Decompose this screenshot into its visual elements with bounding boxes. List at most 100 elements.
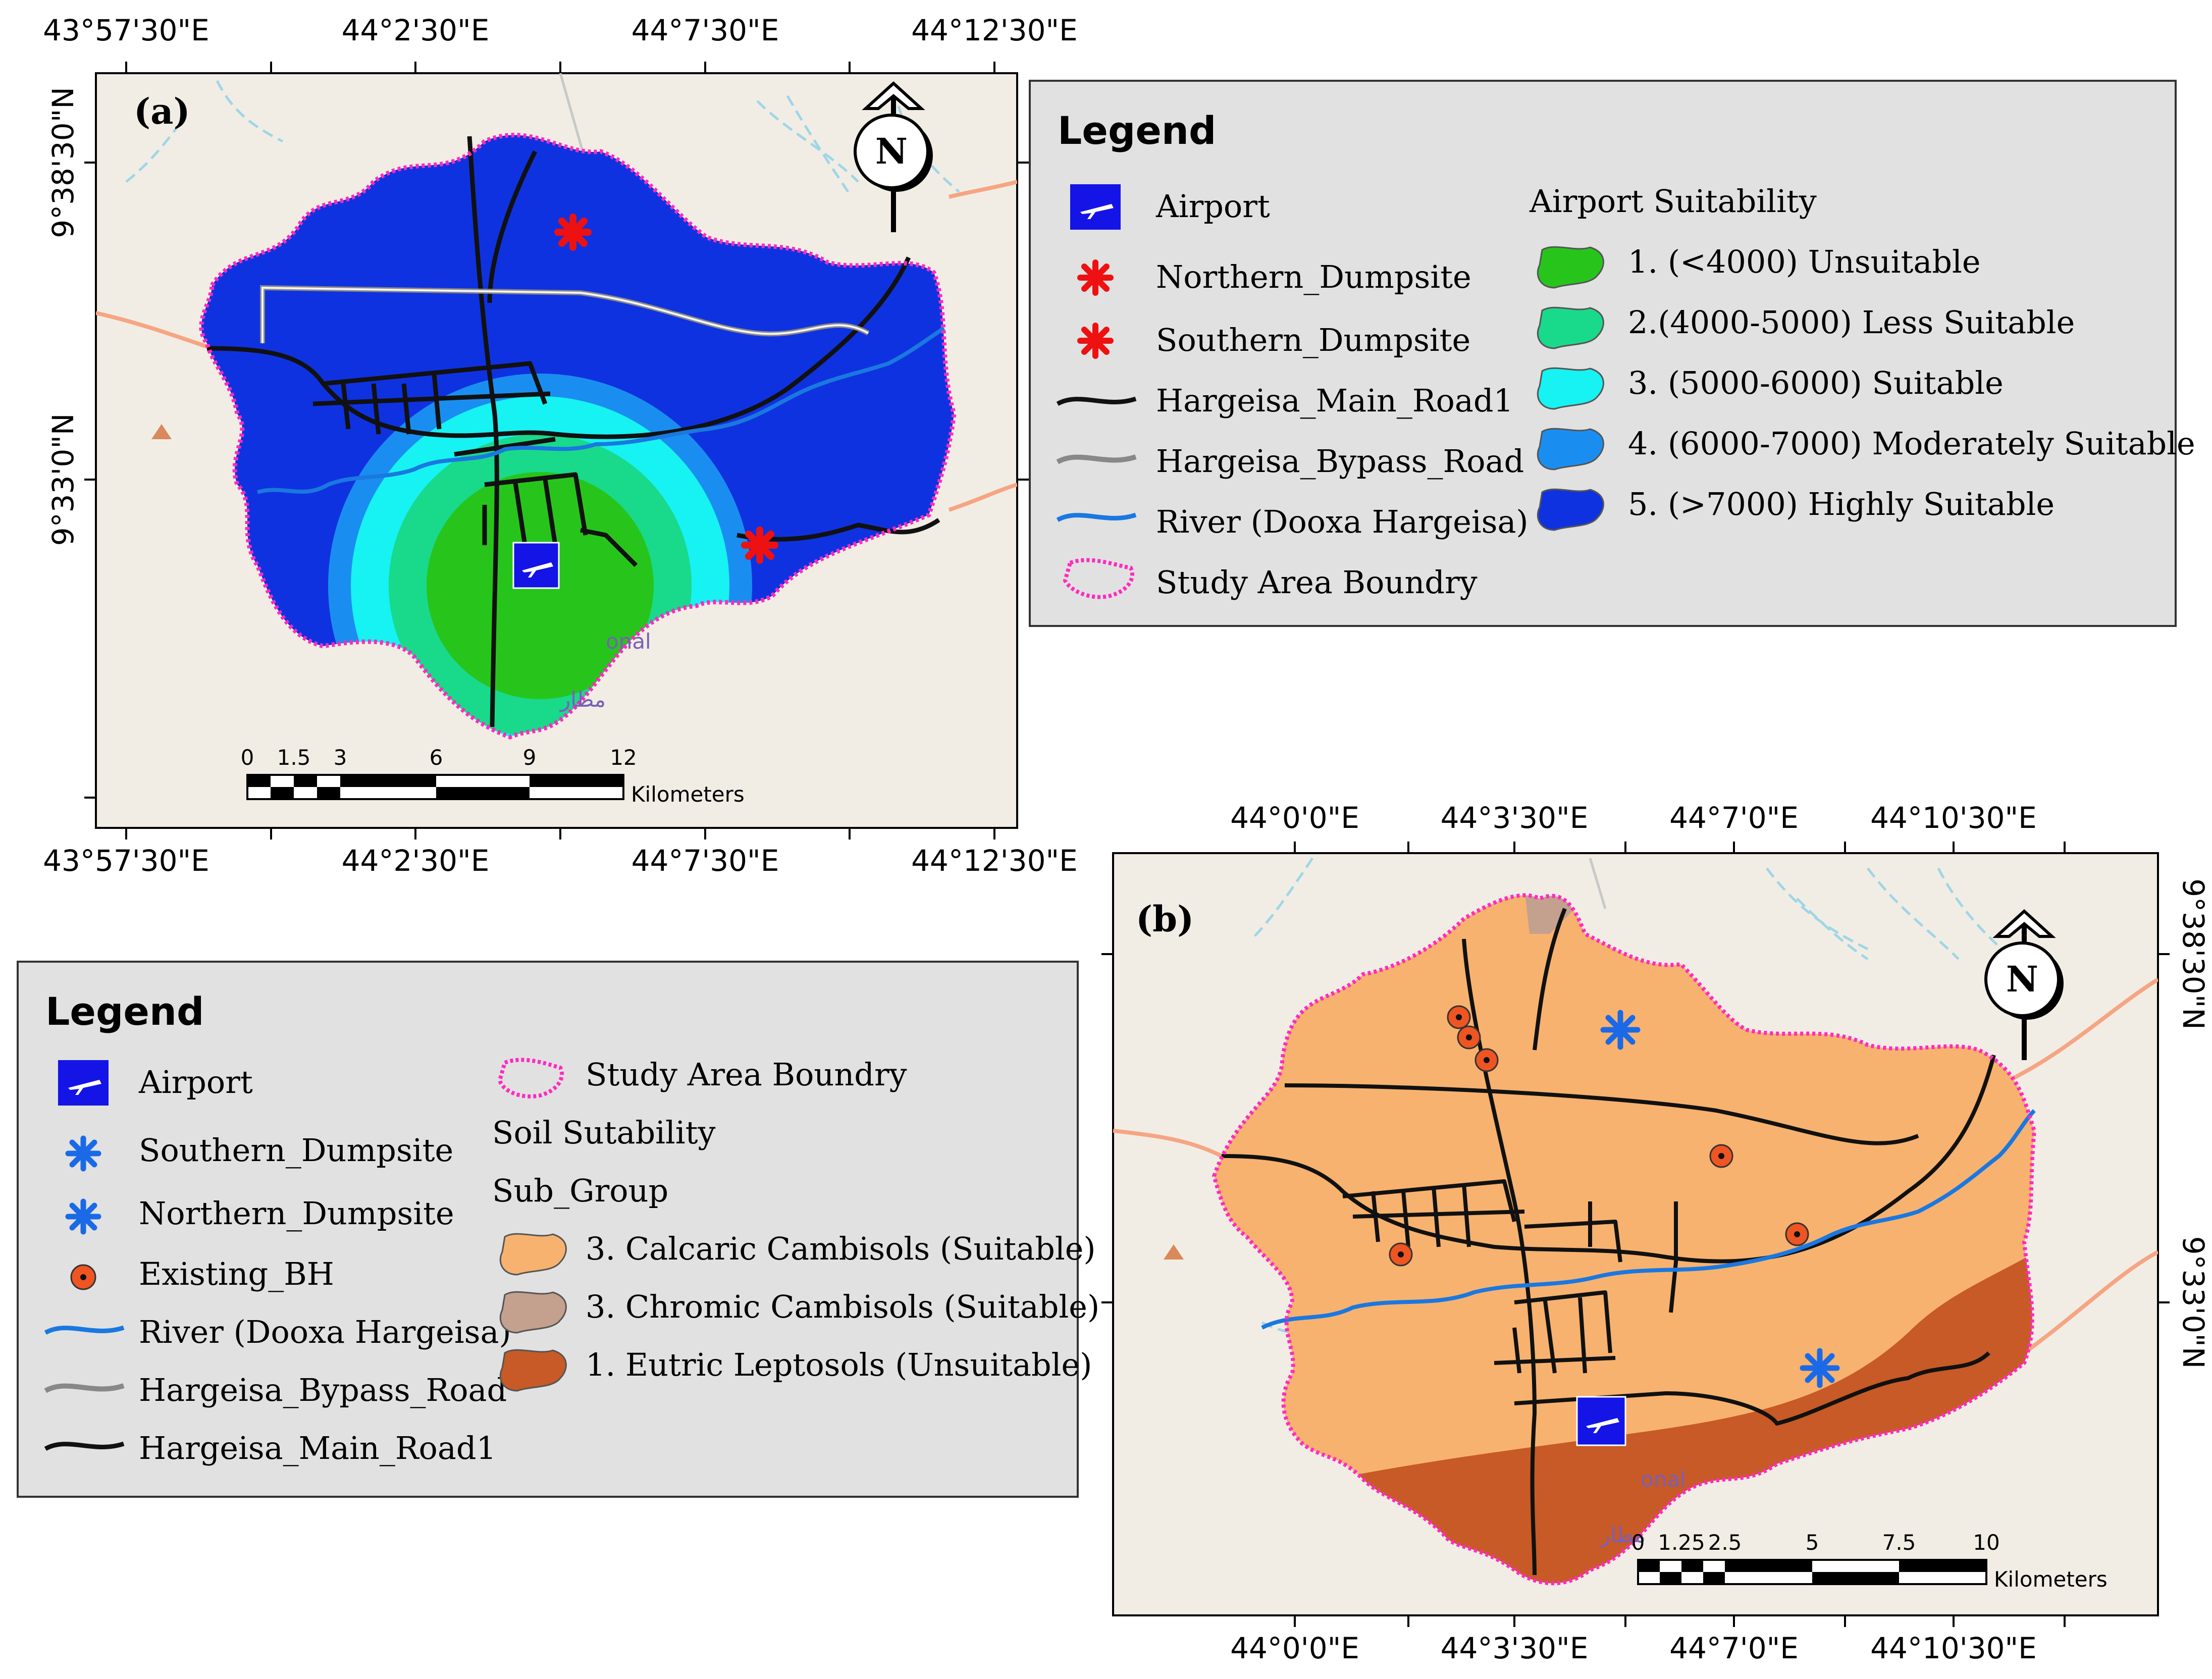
map-a-scale-tick-3: 6 — [430, 745, 443, 770]
legend-a-class-swatch-3 — [1537, 367, 1604, 410]
map-b-borehole-icon — [1389, 1242, 1413, 1267]
legend-a-river-symbol — [1056, 512, 1137, 522]
map-a-study-boundary — [199, 133, 957, 740]
legend-a-class-label-5: 5. (>7000) Highly Suitable — [1628, 486, 2055, 522]
map-b-bottom-lon-2: 44°7'0"E — [1669, 1631, 1799, 1665]
legend-a-item-3: Hargeisa_Main_Road1 — [1156, 382, 1513, 419]
map-a-bottom-lon-0: 43°57'30"E — [43, 844, 209, 878]
map-b-main-roads — [1221, 908, 1996, 1576]
map-b-study-boundary — [1212, 893, 2037, 1586]
map-b-bottom-lon-3: 44°10'30"E — [1870, 1631, 2037, 1665]
map-b-basemap — [1113, 857, 2158, 1355]
map-b-scale-tick-4: 7.5 — [1882, 1530, 1916, 1555]
map-a-top-lon-3: 44°12'30"E — [911, 13, 1078, 47]
legend-b-bypass-road-symbol — [44, 1383, 125, 1393]
map-a-scale-tick-5: 12 — [610, 745, 637, 770]
map-a-scale-tick-0: 0 — [241, 745, 254, 770]
legend-b-class-label-2: 3. Chromic Cambisols (Suitable) — [586, 1288, 1099, 1325]
map-b-scale-bar: 0 1.25 2.5 5 7.5 10 Kilometers — [1631, 1530, 2108, 1592]
map-b-north-letter: N — [2006, 958, 2038, 1000]
legend-a-bypass-road-symbol — [1056, 454, 1137, 464]
map-b-top-lon-1: 44°3'30"E — [1441, 801, 1589, 835]
map-a-graticule-ticks — [84, 62, 1029, 839]
legend-b-title: Legend — [45, 989, 204, 1034]
legend-b-item-5: Hargeisa_Bypass_Road — [139, 1372, 507, 1408]
legend-a-northern-dumpsite-icon — [1077, 259, 1114, 296]
map-a-bottom-lon-1: 44°2'30"E — [342, 844, 490, 878]
map-a-scale-bar: 0 1.5 3 6 9 12 Kilometers — [241, 745, 745, 807]
map-b-northern-dumpsite-icon — [1600, 1010, 1641, 1050]
map-a-scale-tick-4: 9 — [523, 745, 537, 770]
legend-a-southern-dumpsite-icon — [1077, 323, 1114, 359]
legend-b-item-0: Airport — [138, 1064, 253, 1100]
map-b-scale-tick-2: 2.5 — [1708, 1530, 1742, 1555]
legend-b-subgroup-title: Sub_Group — [492, 1172, 668, 1209]
map-a-north-arrow-icon: N — [854, 81, 933, 232]
legend-a-class-swatch-5 — [1537, 488, 1604, 531]
map-b-top-lon-0: 44°0'0"E — [1230, 801, 1359, 835]
legend-b-river-symbol — [44, 1325, 125, 1335]
legend-b-item-1: Southern_Dumpsite — [139, 1132, 453, 1169]
map-b-graticule-ticks — [1101, 842, 2170, 1627]
map-a-scale-tick-1: 1.5 — [277, 745, 311, 770]
map-b-panel-label: (b) — [1136, 898, 1194, 940]
map-b-bottom-lon-0: 44°0'0"E — [1230, 1631, 1359, 1665]
map-b-southern-dumpsite-icon — [1800, 1348, 1840, 1388]
map-b-right-lat-1: 9°33'0"N — [2176, 1236, 2210, 1369]
legend-b-borehole-icon — [70, 1264, 96, 1290]
legend-a-item-6: Study Area Boundry — [1156, 564, 1478, 601]
legend-a-class-swatch-2 — [1537, 306, 1604, 349]
legend-a: Legend Airport Northern_Dumpsite Souther… — [1029, 80, 2195, 627]
map-a-bottom-lon-2: 44°7'30"E — [631, 844, 779, 878]
map-b-right-lat-0: 9°38'30"N — [2176, 878, 2210, 1030]
legend-a-item-4: Hargeisa_Bypass_Road — [1156, 443, 1524, 480]
map-a-panel-label: (a) — [134, 90, 190, 132]
map-a-left-lat-0: 9°38'30"N — [46, 87, 80, 238]
map-a-top-lon-1: 44°2'30"E — [342, 13, 490, 47]
legend-a-boundary-symbol — [1063, 558, 1135, 599]
map-b-scale-tick-3: 5 — [1806, 1530, 1819, 1555]
map-b-borehole-icon — [1457, 1025, 1481, 1050]
map-a-top-lon-2: 44°7'30"E — [631, 13, 779, 47]
zone-chromic-cambisols — [1524, 895, 1575, 934]
map-b-scale-tick-5: 10 — [1973, 1530, 1999, 1555]
legend-a-item-5: River (Dooxa Hargeisa) — [1156, 503, 1529, 540]
legend-a-item-2: Southern_Dumpsite — [1156, 322, 1470, 358]
legend-b-class-swatch-2 — [499, 1291, 567, 1334]
legend-b-item-4: River (Dooxa Hargeisa) — [139, 1314, 511, 1350]
map-b-top-lon-3: 44°10'30"E — [1870, 801, 2037, 835]
legend-b-class-label-1: 3. Calcaric Cambisols (Suitable) — [586, 1230, 1096, 1267]
map-b-borehole-icon — [1447, 1005, 1471, 1029]
map-a-map-text-1: onal — [606, 629, 651, 654]
map-a-southern-dumpsite-icon — [741, 527, 778, 564]
legend-b: Legend Airport Southern_Dumpsite Norther… — [17, 961, 1099, 1498]
legend-a-class-label-1: 1. (<4000) Unsuitable — [1628, 243, 1981, 280]
map-a-north-letter: N — [875, 130, 908, 172]
legend-a-item-0: Airport — [1155, 188, 1270, 225]
legend-b-airport-icon — [58, 1060, 109, 1106]
legend-b-item-3: Existing_BH — [139, 1255, 334, 1292]
map-b-scale-unit: Kilometers — [1994, 1567, 2108, 1592]
map-b-airport-icon — [1576, 1396, 1626, 1446]
legend-a-item-1: Northern_Dumpsite — [1156, 258, 1471, 295]
legend-b-item-6: Hargeisa_Main_Road1 — [139, 1430, 496, 1466]
legend-b-boundary-label: Study Area Boundry — [586, 1056, 907, 1093]
map-b-map-text-1: onal — [1641, 1467, 1686, 1492]
legend-b-class-swatch-1 — [499, 1233, 567, 1276]
legend-b-box — [17, 961, 1079, 1498]
map-b-bottom-lon-1: 44°3'30"E — [1441, 1631, 1589, 1665]
legend-b-southern-dumpsite-icon — [65, 1135, 101, 1172]
map-b-scale-tick-1: 1.25 — [1658, 1530, 1705, 1555]
legend-a-main-road-symbol — [1056, 396, 1137, 406]
map-a-scale-unit: Kilometers — [631, 782, 745, 807]
legend-b-item-2: Northern_Dumpsite — [139, 1195, 454, 1232]
map-a-scale-tick-2: 3 — [334, 745, 347, 770]
map-b-river — [1261, 1109, 2036, 1330]
map-a-river — [256, 326, 945, 494]
map-b-borehole-icon — [1474, 1048, 1499, 1072]
legend-b-northern-dumpsite-icon — [65, 1198, 101, 1235]
map-b-scale-tick-0: 0 — [1631, 1530, 1645, 1555]
map-a-northern-dumpsite-icon — [554, 214, 592, 251]
legend-a-airport-icon — [1070, 184, 1121, 230]
